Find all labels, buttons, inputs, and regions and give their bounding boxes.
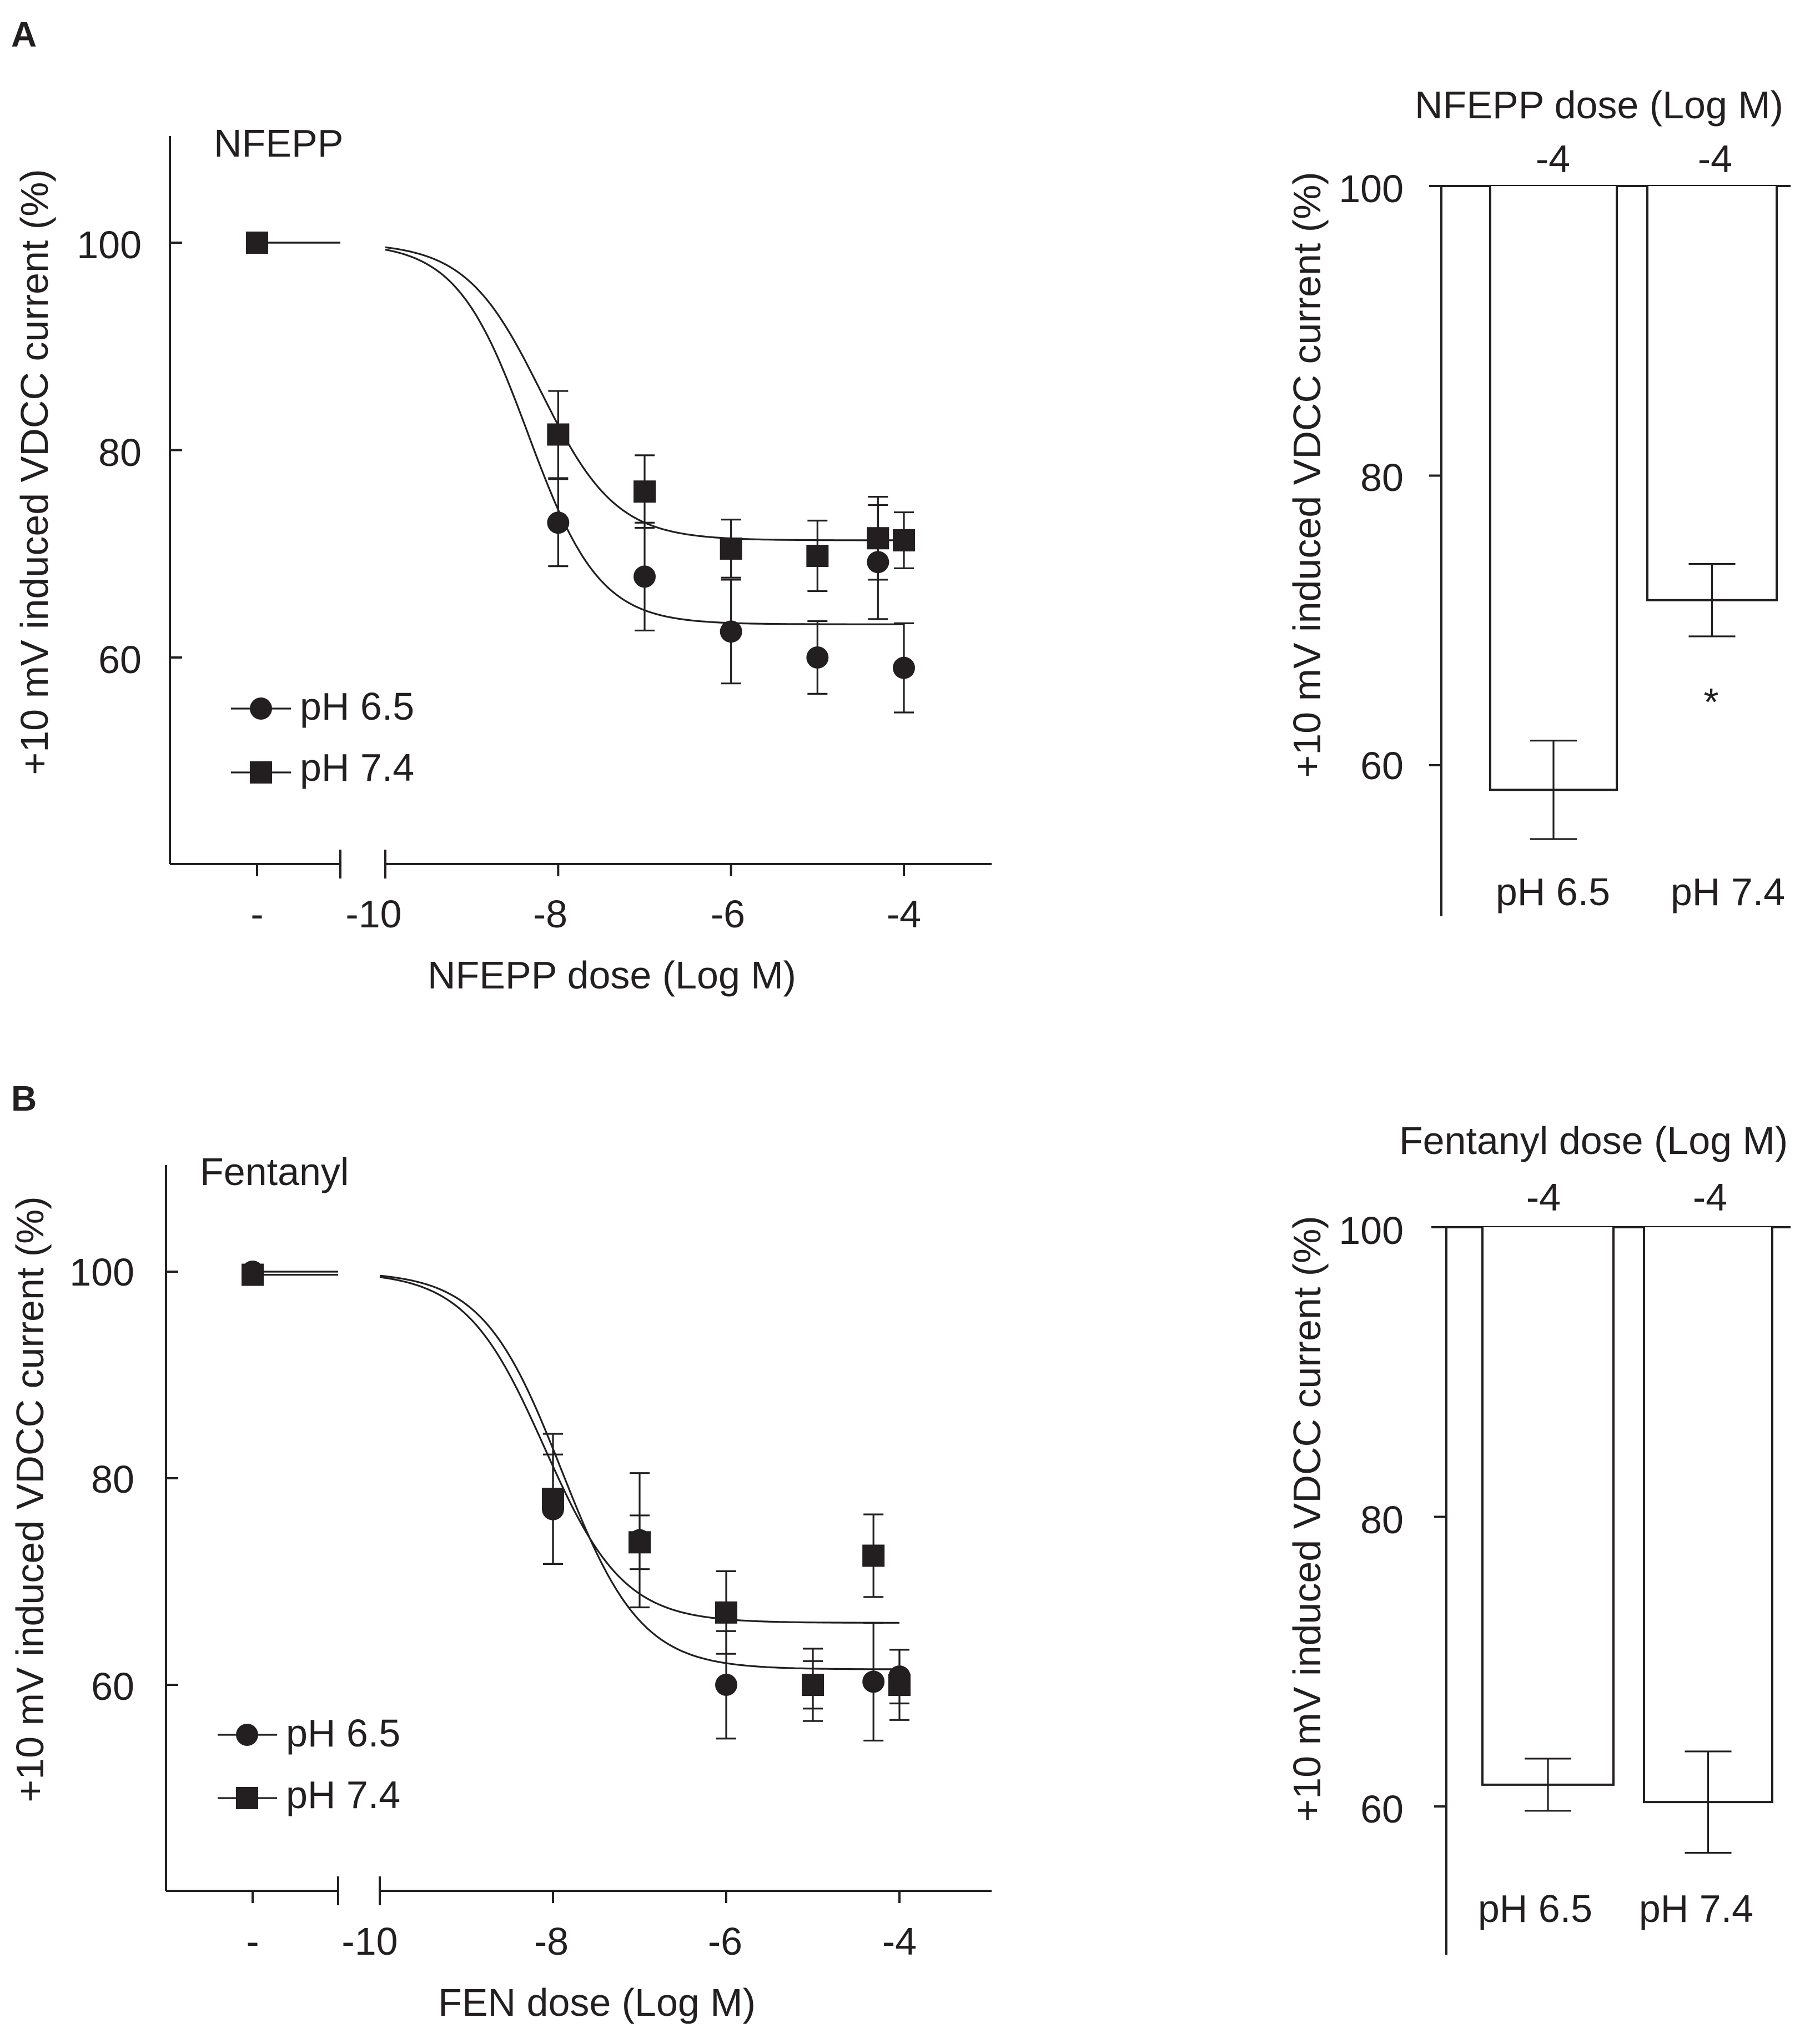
curve-xlabel-b: FEN dose (Log M) [438,1981,756,2024]
x-break-label-b: - [246,1920,259,1963]
data-point-ph74-1 [634,480,656,503]
y-tick-label-b-0: 60 [91,1665,134,1708]
bar-y-tick-label-a-0: 60 [1360,744,1404,787]
curve-ylabel-b: +10 mV induced VDCC current (%) [8,1196,52,1802]
data-point-ph74-4 [867,527,889,550]
bar-title-b: Fentanyl dose (Log M) [1399,1119,1788,1162]
curve-chart-b: Fentanyl +10 mV induced VDCC current (%)… [8,1150,992,2024]
data-point-ph74-control [242,1263,264,1286]
data-point-ph74-5 [888,1674,911,1696]
x-tick-label-b-1: -8 [534,1920,569,1963]
bar-dose-label-a-1: -4 [1698,137,1732,180]
bar-dose-label-b-1: -4 [1693,1176,1727,1219]
bar-ylabel-a: +10 mV induced VDCC current (%) [1285,172,1329,777]
curve-chart-a: NFEPP +10 mV induced VDCC current (%) NF… [13,122,992,997]
data-point-ph65-1 [634,565,656,588]
legend-marker-ph65 [236,1724,258,1746]
x-tick-label-a-1: -8 [533,892,567,936]
panel-a: A NFEPP +10 mV induced VDCC current (%) … [11,14,1791,997]
legend-label-b-ph65: pH 6.5 [286,1711,400,1755]
legend-label-a-ph74: pH 7.4 [300,746,414,789]
x-tick-label-a-0: -10 [345,892,401,936]
y-tick-label-b-2: 100 [69,1251,134,1294]
y-tick-label-a-2: 100 [77,223,142,267]
bar-0 [1489,186,1618,791]
bar-chart-a: NFEPP dose (Log M) +10 mV induced VDCC c… [1285,83,1791,916]
data-point-ph65-2 [715,1674,737,1696]
data-point-ph74-3 [802,1674,824,1696]
data-point-ph74-3 [806,544,829,567]
bar-title-a: NFEPP dose (Log M) [1415,83,1783,127]
data-point-ph74-2 [720,537,742,560]
y-tick-label-a-1: 80 [98,431,142,474]
panel-b: B Fentanyl +10 mV induced VDCC current (… [8,1078,1791,2024]
curve-xlabel-a: NFEPP dose (Log M) [428,953,796,997]
x-tick-label-a-3: -4 [887,892,921,936]
bar-category-label-a-1: pH 7.4 [1671,870,1785,913]
y-tick-label-a-0: 60 [98,638,142,681]
y-tick-label-b-1: 80 [91,1458,134,1501]
data-point-ph74-0 [542,1488,564,1510]
curve-title-a: NFEPP [214,122,343,165]
fit-curve-ph74 [379,1276,899,1624]
bar-1 [1646,186,1778,601]
x-tick-label-a-2: -6 [711,892,745,936]
data-point-ph65-5 [893,656,915,679]
data-point-ph74-control [246,232,268,254]
data-point-ph65-4 [862,1670,885,1693]
bar-category-label-a-0: pH 6.5 [1496,870,1610,913]
curve-ylabel-a: +10 mV induced VDCC current (%) [13,169,56,775]
x-break-label-a: - [250,892,263,936]
curve-plot-b [165,1165,992,1905]
data-point-ph65-2 [720,620,742,643]
bar-y-tick-label-b-2: 100 [1339,1209,1404,1252]
legend-label-b-ph74: pH 7.4 [286,1773,400,1816]
bar-ylabel-b: +10 mV induced VDCC current (%) [1285,1216,1329,1821]
data-point-ph74-4 [862,1544,885,1567]
x-tick-label-b-2: -6 [708,1920,742,1963]
data-point-ph74-0 [547,423,570,446]
data-point-ph65-0 [547,511,570,534]
bar-dose-label-b-0: -4 [1526,1176,1561,1219]
legend-marker-ph74 [236,1787,258,1809]
bar-chart-b: Fentanyl dose (Log M) +10 mV induced VDC… [1285,1119,1791,1955]
bar-plot-b [1431,1226,1791,1955]
bar-y-tick-label-a-2: 100 [1339,167,1404,210]
bar-0 [1481,1227,1615,1786]
data-point-ph74-1 [629,1531,651,1554]
legend-marker-ph65 [250,697,272,720]
panel-letter-a: A [11,14,37,54]
panel-letter-b: B [11,1078,37,1118]
bar-category-label-b-1: pH 7.4 [1639,1887,1753,1930]
bar-category-label-b-0: pH 6.5 [1478,1887,1592,1930]
significance-marker-a: * [1703,680,1718,724]
bar-y-tick-label-b-0: 60 [1360,1788,1404,1831]
curve-title-b: Fentanyl [200,1150,349,1193]
x-tick-label-b-3: -4 [882,1920,917,1963]
data-point-ph74-2 [715,1601,737,1624]
bar-plot-a [1429,185,1791,916]
data-point-ph65-3 [806,646,829,669]
bar-dose-label-a-0: -4 [1536,137,1570,180]
legend-marker-ph74 [250,761,272,784]
bar-y-tick-label-a-1: 80 [1360,456,1404,499]
bar-1 [1643,1227,1773,1804]
curve-plot-a [169,136,992,879]
x-tick-label-b-0: -10 [341,1920,398,1963]
data-point-ph74-5 [893,529,915,551]
legend-label-a-ph65: pH 6.5 [300,685,414,728]
bar-y-tick-label-b-1: 80 [1360,1498,1404,1542]
